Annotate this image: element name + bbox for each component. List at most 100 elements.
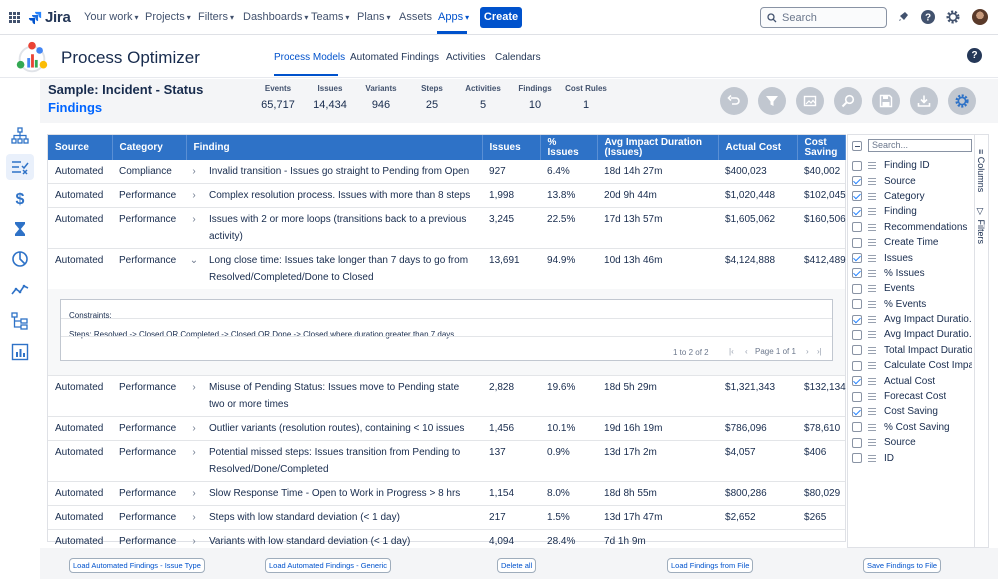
global-search-input[interactable]: Search [760,7,887,28]
column-checkbox[interactable] [852,391,862,402]
column-toggle-item[interactable]: ID [852,450,972,465]
findings-list-icon[interactable] [11,158,29,176]
column-checkbox[interactable] [852,345,862,356]
settings-gear-icon[interactable] [945,9,961,25]
column-toggle-item[interactable]: Cost Saving [852,404,972,419]
drag-handle-icon[interactable] [868,285,876,293]
last-page-icon[interactable]: ›| [817,347,822,356]
table-row[interactable]: Automated Performance › Issues with 2 or… [48,207,846,249]
column-checkbox[interactable] [852,299,862,310]
column-toggle-item[interactable]: Source [852,173,972,188]
nav-projects[interactable]: Projects ▾ [145,11,191,23]
delete-all-button[interactable]: Delete all [497,558,537,573]
column-checkbox[interactable] [852,160,862,171]
save-findings-to-file-button[interactable]: Save Findings to File [863,558,942,573]
column-toggle-item[interactable]: Create Time [852,235,972,250]
table-row[interactable]: Automated Performance › Potential missed… [48,440,846,482]
drag-handle-icon[interactable] [868,162,876,170]
load-findings-issue-type-button[interactable]: Load Automated Findings - Issue Type [69,558,205,573]
table-row[interactable]: Automated Performance › Steps with low s… [48,505,846,530]
column-checkbox[interactable] [852,206,862,217]
column-toggle-item[interactable]: Calculate Cost Impact [852,358,972,373]
collapse-chevron-icon[interactable]: ⌄ [189,255,199,266]
column-toggle-item[interactable]: % Cost Saving [852,420,972,435]
expand-chevron-icon[interactable]: › [186,375,202,417]
trend-line-icon[interactable] [11,281,29,299]
help-icon[interactable]: ? [967,48,982,63]
drag-handle-icon[interactable] [868,377,876,385]
drag-handle-icon[interactable] [868,223,876,231]
nav-apps[interactable]: Apps ▾ [438,11,469,23]
column-toggle-item[interactable]: Finding ID [852,158,972,173]
table-row[interactable]: Automated Performance › Complex resoluti… [48,183,846,208]
col-header-source[interactable]: Source [48,135,113,160]
column-toggle-item[interactable]: % Issues [852,266,972,281]
column-checkbox[interactable] [852,191,862,202]
column-checkbox[interactable] [852,253,862,264]
prev-page-icon[interactable]: ‹ [745,347,748,356]
column-toggle-item[interactable]: Issues [852,250,972,265]
column-checkbox[interactable] [852,376,862,387]
column-checkbox[interactable] [852,437,862,448]
create-button[interactable]: Create [480,7,522,28]
expand-chevron-icon[interactable]: › [186,481,202,506]
drag-handle-icon[interactable] [868,208,876,216]
tab-filters[interactable]: ▽ Filters [976,207,986,244]
nav-teams[interactable]: Teams ▾ [311,11,349,23]
drag-handle-icon[interactable] [868,346,876,354]
col-header-pct-issues[interactable]: % Issues [540,135,598,160]
help-icon[interactable]: ? [920,9,936,25]
column-checkbox[interactable] [852,314,862,325]
column-checkbox[interactable] [852,283,862,294]
drag-handle-icon[interactable] [868,454,876,462]
dollar-icon[interactable]: $ [11,189,29,207]
nav-your-work[interactable]: Your work ▾ [84,11,139,23]
drag-handle-icon[interactable] [868,423,876,431]
hierarchy-icon[interactable] [11,312,29,330]
drag-handle-icon[interactable] [868,192,876,200]
nav-dashboards[interactable]: Dashboards ▾ [243,11,308,23]
table-row[interactable]: Automated Performance › Outlier variants… [48,416,846,441]
load-findings-from-file-button[interactable]: Load Findings from File [667,558,754,573]
expand-chevron-icon[interactable]: › [186,416,202,441]
drag-handle-icon[interactable] [868,439,876,447]
download-button[interactable] [910,87,938,115]
col-header-actual-cost[interactable]: Actual Cost [718,135,798,160]
column-toggle-item[interactable]: Source [852,435,972,450]
column-checkbox[interactable] [852,406,862,417]
expand-chevron-icon[interactable]: › [186,160,202,184]
first-page-icon[interactable]: |‹ [729,347,734,356]
drag-handle-icon[interactable] [868,177,876,185]
tab-calendars[interactable]: Calendars [495,52,541,63]
settings-button[interactable] [948,87,976,115]
filter-button[interactable] [758,87,786,115]
drag-handle-icon[interactable] [868,254,876,262]
expand-chevron-icon[interactable]: › [186,183,202,208]
table-row[interactable]: Automated Compliance › Invalid transitio… [48,160,846,184]
select-all-checkbox[interactable] [852,140,862,151]
drag-handle-icon[interactable] [868,316,876,324]
column-toggle-item[interactable]: Recommendations [852,220,972,235]
bar-chart-icon[interactable] [11,343,29,361]
column-toggle-item[interactable]: Forecast Cost [852,389,972,404]
drag-handle-icon[interactable] [868,393,876,401]
column-checkbox[interactable] [852,222,862,233]
drag-handle-icon[interactable] [868,408,876,416]
search-findings-button[interactable] [834,87,862,115]
hourglass-icon[interactable] [11,220,29,238]
col-header-issues[interactable]: Issues [482,135,541,160]
image-button[interactable] [796,87,824,115]
pie-chart-icon[interactable] [11,250,29,268]
drag-handle-icon[interactable] [868,362,876,370]
tab-columns[interactable]: ≡ Columns [976,149,986,192]
column-toggle-item[interactable]: Actual Cost [852,373,972,388]
expand-chevron-icon[interactable]: › [186,505,202,530]
column-checkbox[interactable] [852,237,862,248]
col-header-cost-saving[interactable]: Cost Saving [797,135,846,160]
expand-chevron-icon[interactable]: › [186,207,202,249]
next-page-icon[interactable]: › [806,347,809,356]
nav-plans[interactable]: Plans ▾ [357,11,391,23]
col-header-category[interactable]: Category [112,135,187,160]
column-toggle-item[interactable]: % Events [852,297,972,312]
drag-handle-icon[interactable] [868,331,876,339]
